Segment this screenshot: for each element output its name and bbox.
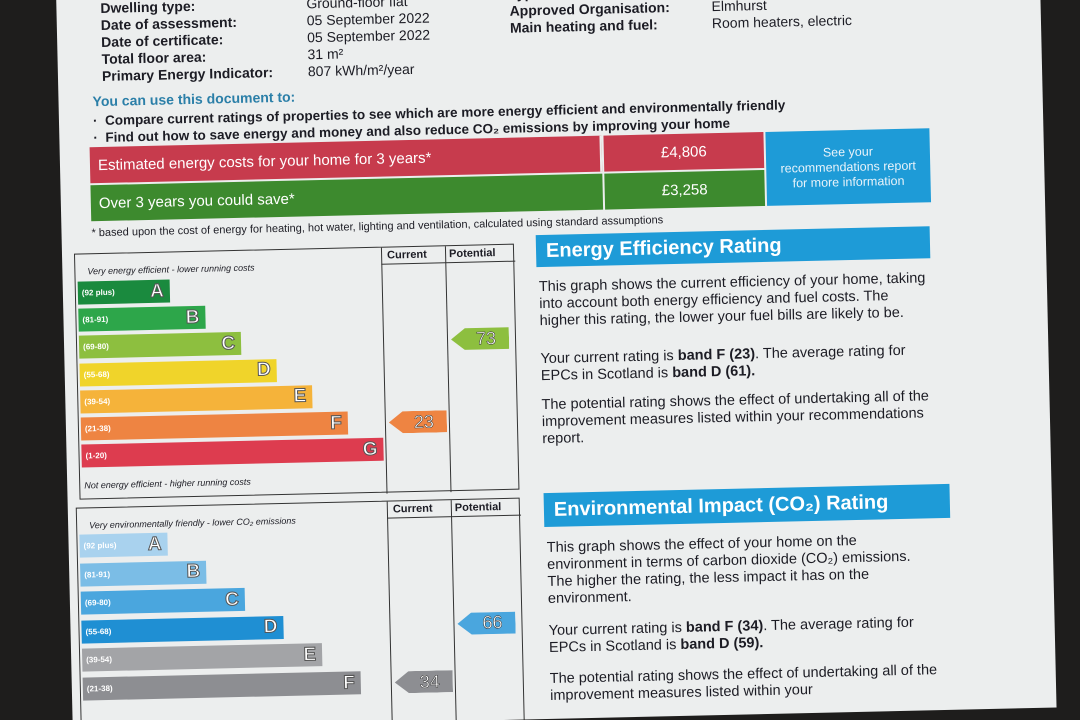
rating-band-f: (21-38) F (80, 411, 349, 441)
detail-left-label: Primary Energy Indicator: (101, 64, 274, 84)
band-letter: C (224, 588, 240, 611)
band-range: (39-54) (84, 396, 111, 407)
detail-left-value: 05 September 2022 (306, 26, 431, 46)
band-letter: C (221, 332, 236, 355)
rating-band-g: (1-20) G (81, 437, 384, 468)
energy-potential-arrow: 73 (451, 327, 509, 350)
env-paragraph-3: The potential rating shows the effect of… (549, 662, 938, 704)
rating-band-c: (69-80) C (78, 332, 242, 359)
band-letter: B (185, 306, 200, 328)
usage-heading: You can use this document to: (92, 88, 296, 110)
band-range: (21-38) (86, 683, 113, 694)
env-current-arrow: 34 (395, 670, 453, 693)
band-range: (69-80) (83, 342, 110, 352)
rating-band-d: (55-68) D (81, 615, 284, 644)
energy-rating-title: Energy Efficiency Rating (535, 226, 931, 268)
band-range: (1-20) (85, 451, 108, 461)
rating-band-b: (81-91) B (78, 305, 206, 332)
energy-paragraph-1: This graph shows the current efficiency … (538, 270, 926, 330)
energy-bottom-label: Not energy efficient - higher running co… (84, 476, 251, 491)
energy-top-label: Very energy efficient - lower running co… (87, 262, 255, 277)
rating-band-d: (55-68) D (79, 358, 277, 387)
detail-right-value: Room heaters, electric (711, 11, 853, 32)
saving-value: £3,258 (604, 169, 766, 210)
rating-band-b: (81-91) B (80, 560, 207, 587)
band-range: (39-54) (86, 655, 113, 665)
energy-paragraph-2: Your current rating is band F (23). The … (540, 342, 906, 385)
env-paragraph-2: Your current rating is band F (34). The … (548, 614, 914, 656)
band-range: (92 plus) (83, 540, 117, 551)
estimated-cost-value: £4,806 (603, 131, 765, 172)
rating-band-f: (21-38) F (82, 671, 362, 701)
band-letter: F (342, 671, 356, 694)
energy-col-potential: Potential (448, 247, 496, 261)
band-letter: E (303, 644, 317, 666)
env-paragraph-1: This graph shows the effect of your home… (546, 532, 911, 607)
env-col-potential: Potential (454, 501, 502, 515)
env-col-current: Current (392, 502, 433, 516)
env-top-label: Very environmentally friendly - lower CO… (89, 515, 296, 531)
band-letter: A (149, 280, 165, 302)
band-letter: B (186, 560, 201, 583)
energy-col-current: Current (386, 248, 427, 262)
detail-left-value: 31 m² (307, 45, 344, 63)
recommendations-info-box: See your recommendations report for more… (765, 128, 932, 206)
band-range: (55-68) (85, 626, 112, 637)
band-range: (81-91) (82, 315, 109, 325)
detail-left-value: 807 kWh/m²/year (307, 60, 415, 80)
energy-rating-chart: Current Potential Very energy efficient … (73, 243, 520, 500)
env-potential-arrow: 66 (457, 612, 515, 635)
detail-right-label: Main heating and fuel: (509, 16, 658, 36)
band-range: (55-68) (83, 369, 110, 380)
details-right: Type of assessment:RdSAP, existing dwell… (509, 0, 866, 37)
band-letter: E (293, 385, 307, 408)
band-range: (81-91) (84, 569, 111, 580)
epc-document: Dwelling type: Ground-floor flat Date of a… (56, 0, 1057, 720)
rating-band-a: (92 plus) A (79, 532, 168, 558)
band-letter: A (147, 533, 162, 555)
band-letter: D (263, 616, 278, 638)
band-range: (92 plus) (81, 287, 115, 298)
rating-band-e: (39-54) E (80, 385, 313, 414)
energy-current-arrow: 23 (389, 410, 447, 433)
band-range: (69-80) (84, 598, 111, 608)
environmental-rating-title: Environmental Impact (CO₂) Rating (543, 483, 951, 528)
environmental-rating-chart: Current Potential Very environmentally f… (75, 497, 526, 720)
band-range: (21-38) (84, 423, 111, 434)
rating-band-a: (92 plus) A (77, 279, 171, 305)
rating-band-e: (39-54) E (81, 643, 323, 672)
rating-band-c: (69-80) C (80, 588, 246, 615)
detail-right-value: Elmhurst (711, 0, 767, 15)
band-letter: F (330, 412, 343, 434)
band-letter: G (362, 438, 378, 460)
energy-paragraph-3: The potential rating shows the effect of… (541, 388, 930, 448)
band-letter: D (256, 359, 271, 381)
details-left: Dwelling type: Ground-floor flat Date of a… (100, 0, 431, 85)
